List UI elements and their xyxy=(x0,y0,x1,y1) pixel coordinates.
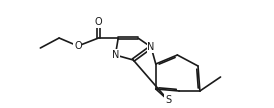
Text: N: N xyxy=(147,42,155,52)
Text: O: O xyxy=(95,17,102,27)
Text: S: S xyxy=(165,95,171,105)
Text: O: O xyxy=(74,41,82,51)
Text: N: N xyxy=(112,50,119,60)
